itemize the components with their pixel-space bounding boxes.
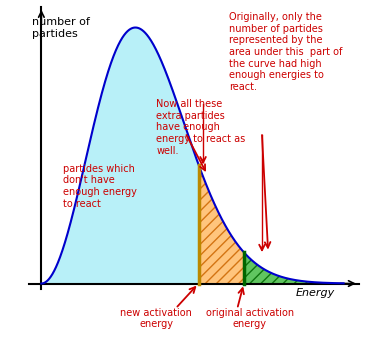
Text: Originally, only the
number of partides
represented by the
area under this  part: Originally, only the number of partides … xyxy=(229,12,342,92)
Text: Now all these
extra partides
have enough
energy to react as
well.: Now all these extra partides have enough… xyxy=(156,99,246,156)
Text: partides which
don't have
enough energy
to react: partides which don't have enough energy … xyxy=(63,164,137,209)
Text: number of
partides: number of partides xyxy=(32,17,90,39)
Text: Energy: Energy xyxy=(295,288,335,298)
Text: new activation
energy: new activation energy xyxy=(120,308,192,329)
Text: original activation
energy: original activation energy xyxy=(206,308,294,329)
